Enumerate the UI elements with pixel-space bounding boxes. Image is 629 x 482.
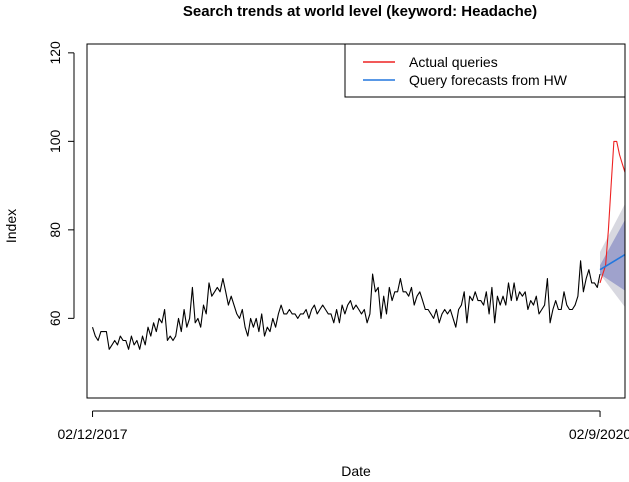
plot-area [91,140,625,350]
plot-content [91,140,625,350]
series-line-forecast [599,253,625,271]
legend-label: Actual queries [409,54,498,70]
inner-interval-band [600,219,625,291]
legend-label: Query forecasts from HW [409,72,568,88]
x-axis: 02/12/2017 02/9/2020 [58,410,629,442]
x-axis-label: Date [341,463,371,479]
series-line-history [91,260,601,350]
y-tick-label: 100 [47,129,63,153]
y-tick-label: 80 [47,222,63,238]
x-tick-label: 02/9/2020 [569,426,629,442]
legend: Actual queries Query forecasts from HW [344,43,626,98]
y-axis: 60 80 100 120 [47,41,75,326]
y-tick-label: 60 [47,310,63,326]
x-tick-label: 02/12/2017 [58,426,128,442]
chart-title: Search trends at world level (keyword: H… [183,3,537,20]
y-axis-label: Index [3,209,19,243]
series-line-actual [599,140,625,284]
legend-box [344,43,626,98]
y-tick-label: 120 [47,41,63,65]
